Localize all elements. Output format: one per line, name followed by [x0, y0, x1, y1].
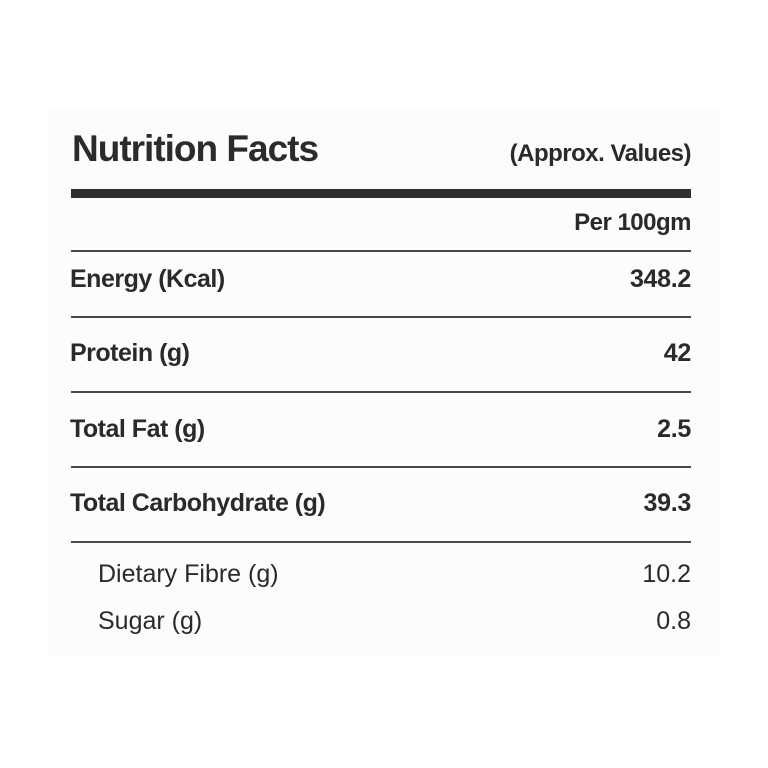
sugar-value: 0.8 — [656, 607, 691, 635]
sugar-label: Sugar (g) — [98, 607, 203, 635]
nutrition-panel — [48, 107, 720, 655]
header-divider — [71, 189, 691, 198]
row-divider — [71, 541, 691, 543]
per-100gm-header: Per 100gm — [574, 209, 691, 236]
total-fat-label: Total Fat (g) — [70, 415, 205, 443]
row-divider — [71, 466, 691, 468]
energy-label: Energy (Kcal) — [70, 265, 225, 293]
dietary-fibre-label: Dietary Fibre (g) — [98, 560, 279, 588]
nutrition-title: Nutrition Facts — [72, 128, 319, 169]
dietary-fibre-value: 10.2 — [642, 560, 691, 588]
row-divider — [71, 250, 691, 252]
protein-label: Protein (g) — [70, 339, 190, 367]
total-fat-value: 2.5 — [657, 415, 691, 443]
row-divider — [71, 316, 691, 318]
approx-values-note: (Approx. Values) — [509, 140, 692, 167]
total-carbohydrate-value: 39.3 — [643, 489, 692, 517]
total-carbohydrate-label: Total Carbohydrate (g) — [70, 489, 326, 517]
energy-value: 348.2 — [629, 265, 691, 293]
row-divider — [71, 391, 691, 393]
protein-value: 42 — [663, 339, 692, 367]
